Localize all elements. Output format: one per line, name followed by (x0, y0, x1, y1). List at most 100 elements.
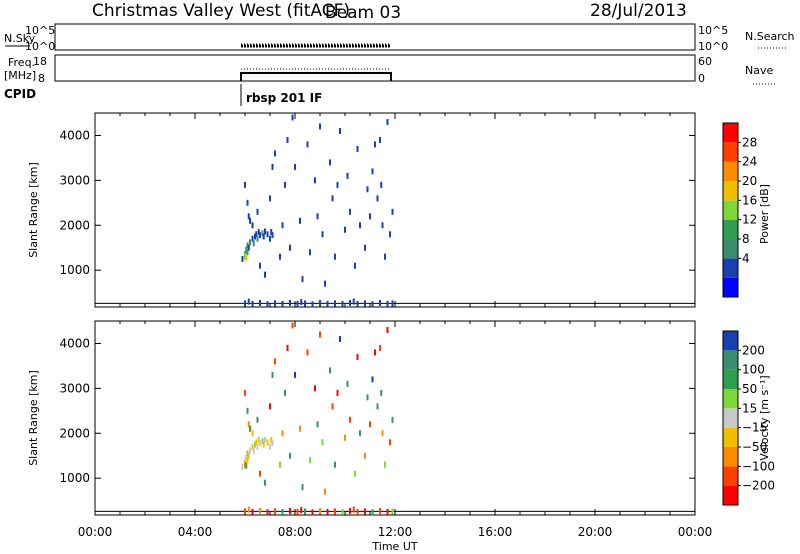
data-point (254, 441, 256, 448)
colorbar-tick-label: 20 (742, 174, 757, 188)
freq-unit-label: [MHz] (4, 69, 36, 82)
nsky-right-tick-top: 10^5 (698, 24, 728, 37)
data-point (270, 437, 273, 444)
power-ylabel: Slant Range [km] (27, 162, 40, 258)
colorbar-segment (723, 369, 738, 389)
data-point (380, 181, 383, 188)
freq-panel: Freq. [MHz] 18 8 60 0 Nave (4, 54, 775, 85)
data-point (319, 507, 321, 514)
power-points (241, 114, 394, 308)
data-point (252, 448, 255, 455)
data-point (244, 461, 246, 468)
data-point (289, 244, 291, 251)
data-point (329, 367, 331, 374)
data-point (264, 228, 266, 235)
data-point (271, 440, 274, 447)
data-point (256, 208, 259, 215)
data-point (379, 299, 381, 306)
colorbar-segment (723, 350, 738, 370)
nave-tick-bottom: 0 (698, 72, 705, 85)
velocity-ticks: 1000 2000 3000 4000 (59, 321, 696, 515)
data-point (329, 159, 331, 166)
data-point (251, 235, 254, 242)
colorbar-segment (723, 408, 738, 428)
data-point (245, 454, 248, 461)
data-point (334, 253, 336, 260)
data-point (339, 335, 341, 342)
data-point (247, 213, 250, 220)
time-axis-labels: 00:00 04:00 08:00 12:00 16:00 20:00 00:00 (78, 525, 713, 539)
data-point (281, 222, 284, 229)
data-point (251, 430, 254, 437)
data-point (259, 299, 261, 306)
data-point (374, 141, 376, 148)
colorbar-tick-label: 24 (742, 155, 757, 169)
cpid-label: CPID (4, 87, 36, 101)
data-point (371, 509, 374, 516)
colorbar-tick-label: 12 (742, 213, 757, 227)
data-point (336, 389, 339, 396)
data-point (366, 186, 369, 193)
data-point (324, 488, 326, 495)
data-point (279, 253, 281, 260)
data-point (364, 452, 366, 459)
data-point (366, 394, 369, 401)
velocity-panel: 1000 2000 3000 4000 Slant Range [km] 200 100… (27, 320, 775, 516)
nsky-tick-bottom: 10^0 (25, 40, 55, 53)
data-point (379, 136, 381, 143)
data-point (269, 195, 271, 202)
data-point (261, 230, 264, 237)
velocity-frame (94, 320, 696, 516)
colorbar-segment (723, 219, 738, 239)
data-point (249, 425, 251, 432)
data-point (271, 163, 274, 170)
data-point (254, 233, 256, 240)
data-point (354, 470, 356, 477)
data-point (316, 421, 319, 428)
data-point (269, 235, 271, 242)
y-tick-label: 1000 (59, 471, 90, 485)
data-point (289, 299, 291, 306)
data-point (279, 461, 281, 468)
data-point (259, 470, 261, 477)
data-point (379, 507, 381, 514)
data-point (247, 298, 250, 305)
data-point (245, 462, 248, 469)
data-point (334, 300, 336, 307)
y-tick-label: 1000 (59, 263, 90, 277)
data-point (386, 118, 389, 125)
data-point (247, 452, 250, 459)
data-point (356, 508, 359, 515)
data-point (246, 242, 249, 249)
colorbar-segment (723, 161, 738, 181)
y-tick-label: 2000 (59, 426, 90, 440)
power-panel: 1000 2000 3000 4000 Slant Range [km] 28 24 20… (27, 112, 771, 308)
data-point (391, 416, 394, 423)
colorbar-segment (723, 123, 738, 143)
data-point (381, 430, 384, 437)
data-point (296, 508, 299, 515)
time-tick-label: 12:00 (378, 525, 413, 539)
data-point (341, 300, 344, 307)
data-point (266, 509, 269, 516)
data-point (314, 177, 316, 184)
data-point (319, 123, 321, 130)
data-point (384, 461, 386, 468)
data-point (369, 421, 371, 428)
data-point (247, 421, 250, 428)
data-point (356, 353, 359, 360)
data-point (255, 439, 258, 446)
data-point (339, 127, 341, 134)
y-tick-label: 4000 (59, 336, 90, 350)
data-point (379, 344, 381, 351)
data-point (331, 403, 334, 410)
data-point (374, 349, 376, 356)
data-point (247, 244, 250, 251)
data-point (247, 506, 250, 513)
data-point (244, 389, 246, 396)
data-point (245, 246, 248, 253)
power-colorbar: 28 24 20 16 12 8 4 (722, 122, 757, 298)
data-point (311, 509, 314, 516)
data-point (246, 457, 249, 464)
